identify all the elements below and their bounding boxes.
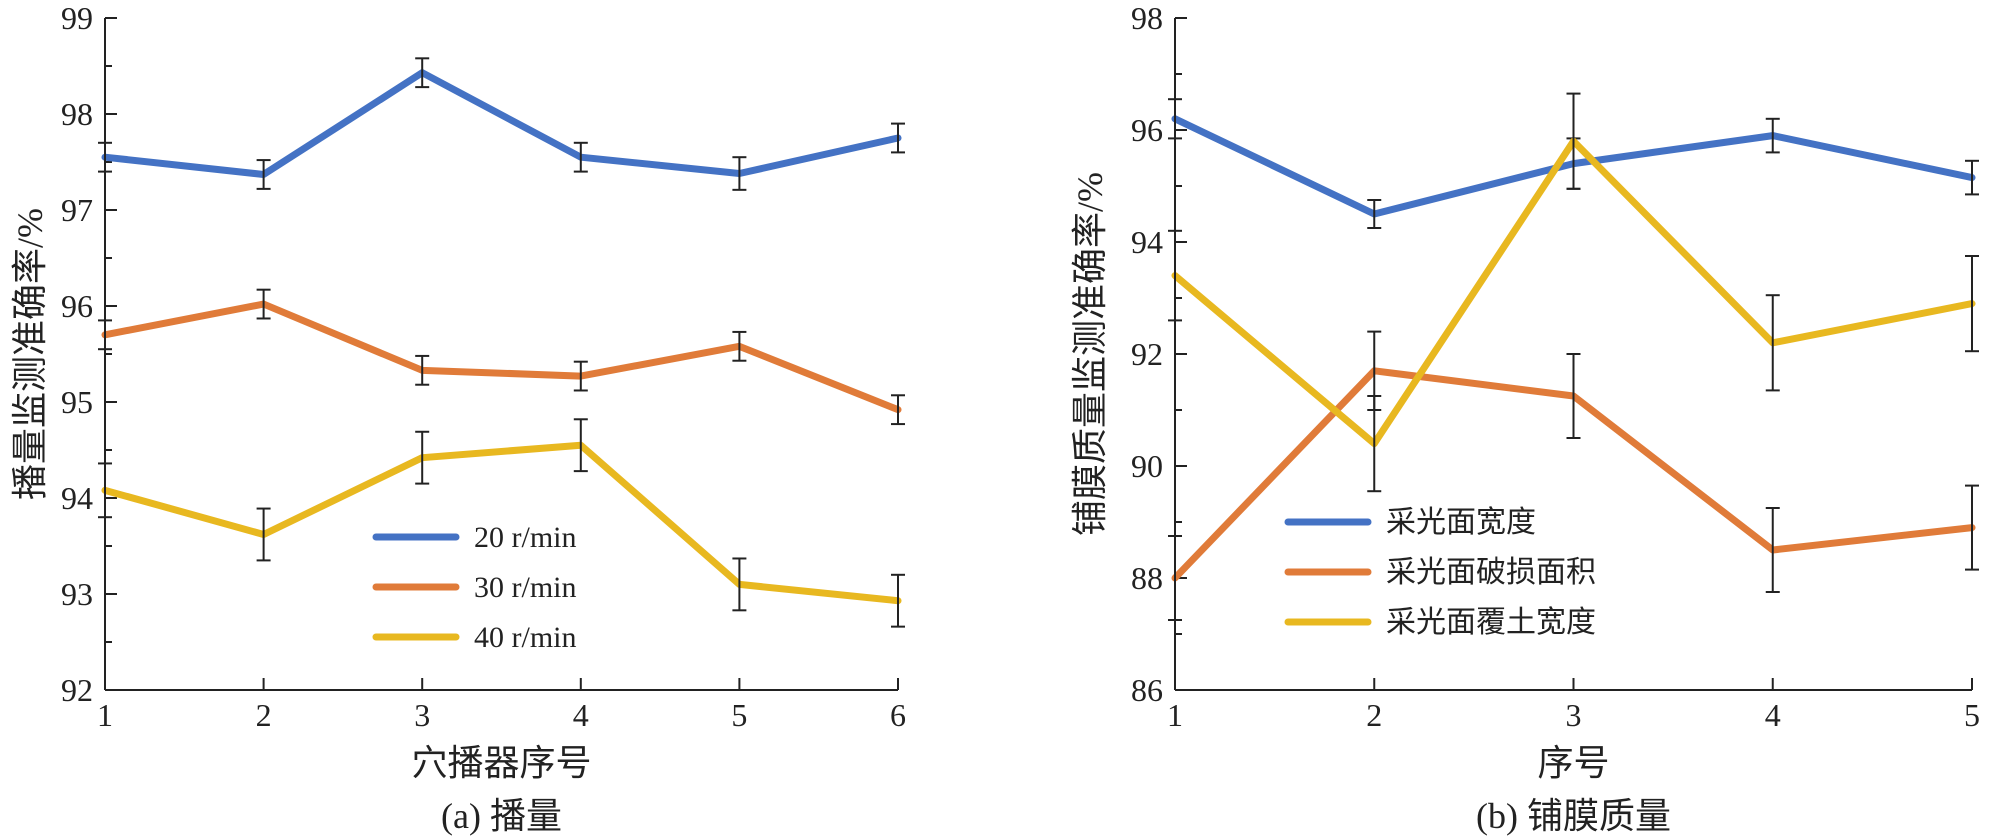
y-tick-label: 92 xyxy=(61,672,93,708)
x-tick-label: 4 xyxy=(573,697,589,733)
y-tick-label: 92 xyxy=(1131,336,1163,372)
legend-label: 采光面破损面积 xyxy=(1386,556,1596,589)
y-tick-label: 96 xyxy=(1131,112,1163,148)
x-tick-label: 2 xyxy=(1366,697,1382,733)
series-line xyxy=(101,300,902,414)
y-tick-label: 98 xyxy=(1131,0,1163,36)
y-tick-label: 96 xyxy=(61,288,93,324)
x-axis-title: 序号 xyxy=(1537,743,1609,783)
y-tick-label: 90 xyxy=(1131,448,1163,484)
x-tick-label: 2 xyxy=(256,697,272,733)
x-tick-label: 1 xyxy=(1167,697,1183,733)
figure-caption: (a) 播量 xyxy=(441,796,562,836)
series-line xyxy=(101,69,902,178)
y-tick-label: 95 xyxy=(61,384,93,420)
y-tick-label: 99 xyxy=(61,0,93,36)
x-tick-label: 5 xyxy=(731,697,747,733)
legend-label: 采光面宽度 xyxy=(1386,506,1536,539)
y-axis-title: 铺膜质量监测准确率/% xyxy=(1070,172,1110,536)
x-tick-label: 3 xyxy=(1566,697,1582,733)
y-tick-label: 94 xyxy=(1131,224,1163,260)
legend: 20 r/min 30 r/min 40 r/min xyxy=(372,521,577,654)
series-1 xyxy=(98,57,905,191)
y-tick-label: 94 xyxy=(61,480,93,516)
y-tick-label: 93 xyxy=(61,576,93,612)
chart-panel-a: 92 93 94 95 96 97 98 99 1 2 3 4 5 6 穴播器序号 播量监测准确率/% (a) … xyxy=(10,0,906,836)
chart-panel-b: 86 88 90 92 94 96 98 1 2 3 4 5 序号 铺膜质量监测准确率/% (b) 铺膜质量… xyxy=(1070,0,1980,836)
x-tick-label: 5 xyxy=(1964,697,1980,733)
legend-label: 20 r/min xyxy=(474,521,577,554)
y-tick-label: 88 xyxy=(1131,560,1163,596)
x-tick-label: 6 xyxy=(890,697,906,733)
series-3 xyxy=(1168,92,1979,493)
legend-label: 40 r/min xyxy=(474,621,577,654)
legend-label: 采光面覆土宽度 xyxy=(1386,606,1596,639)
figure-caption: (b) 铺膜质量 xyxy=(1476,796,1671,836)
x-tick-label: 3 xyxy=(414,697,430,733)
x-axis-title: 穴播器序号 xyxy=(411,743,591,783)
x-tick-label: 4 xyxy=(1765,697,1781,733)
y-tick-label: 98 xyxy=(61,96,93,132)
series-line xyxy=(101,441,902,605)
legend-label: 30 r/min xyxy=(474,571,577,604)
series-3 xyxy=(98,418,905,628)
series-2 xyxy=(98,288,905,426)
y-tick-label: 86 xyxy=(1131,672,1163,708)
y-tick-label: 97 xyxy=(61,192,93,228)
x-tick-label: 1 xyxy=(97,697,113,733)
y-axis-title: 播量监测准确率/% xyxy=(10,208,50,500)
